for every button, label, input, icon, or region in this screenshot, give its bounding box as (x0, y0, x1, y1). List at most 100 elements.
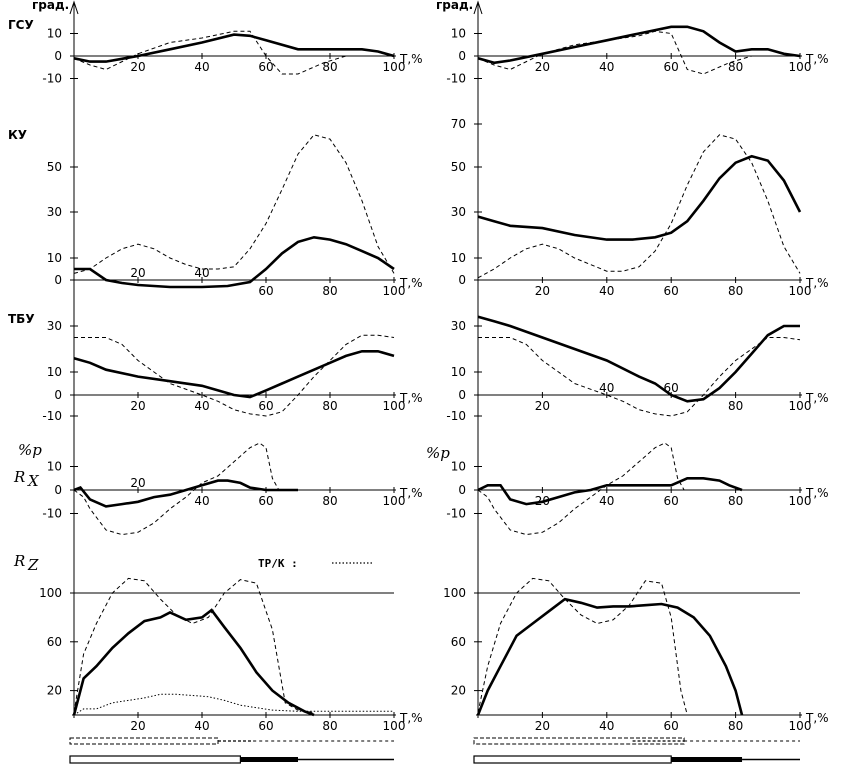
series-rz-right-dashed (477, 577, 688, 716)
x-axis-label-ku-left: T,% (399, 276, 423, 290)
y-tick-label-tbu-right-10: 10 (451, 365, 466, 379)
x-inline-label-rx-left-20: 20 (130, 476, 145, 490)
panel-label-tbu: ТБУ (8, 312, 35, 326)
y-tick-label-ku-left-0: 0 (54, 273, 62, 287)
y-tick-label-tbu-right--10: -10 (446, 409, 466, 423)
x-inline-label-tbu-right-40: 40 (599, 381, 614, 395)
x-axis-label-gsu-left: T,% (399, 52, 423, 66)
y-tick-label-rz-right-100: 100 (443, 586, 466, 600)
phase-solid-bar-right (671, 757, 743, 762)
phase-solid-bar-left (240, 757, 298, 762)
y-tick-label-rx-right-0: 0 (458, 483, 466, 497)
series-rz-left-dotted (73, 693, 394, 716)
x-tick-label-rz-right-40: 40 (599, 719, 614, 733)
y-tick-label-ku-left-10: 10 (47, 251, 62, 265)
x-tick-label-rx-left-40: 40 (194, 494, 209, 508)
x-tick-label-tbu-left-80: 80 (322, 399, 337, 413)
x-inline-label-ku-left-40: 40 (194, 266, 209, 280)
panel-label-rx: R (13, 468, 25, 486)
x-tick-label-tbu-right-20: 20 (535, 399, 550, 413)
series-rx-right-solid (477, 476, 743, 506)
x-tick-label-tbu-left-40: 40 (194, 399, 209, 413)
x-tick-label-ku-right-20: 20 (535, 284, 550, 298)
y-tick-label-ku-right-0: 0 (458, 273, 466, 287)
y-tick-label-tbu-right-30: 30 (451, 319, 466, 333)
y-tick-label-ku-right-70: 70 (451, 117, 466, 131)
panel-label-rz: R (13, 552, 25, 570)
x-tick-label-gsu-right-40: 40 (599, 60, 614, 74)
x-tick-label-rx-right-60: 60 (664, 494, 679, 508)
phase-dashed-box-left (69, 737, 219, 745)
x-tick-label-gsu-left-20: 20 (130, 60, 145, 74)
series-tbu-right-dashed (478, 337, 801, 417)
x-tick-label-rx-left-100: 100 (383, 494, 406, 508)
series-gsu-right-dashed (477, 30, 800, 75)
x-tick-label-rz-left-80: 80 (322, 719, 337, 733)
series-rz-right-solid (476, 597, 744, 716)
series-gsu-right-solid (477, 25, 801, 65)
legend-label: ТР/К : (258, 557, 298, 570)
x-tick-label-rz-left-60: 60 (258, 719, 273, 733)
panel-label-ku: КУ (8, 128, 27, 142)
series-ku-left-dashed (73, 134, 395, 274)
y-tick-label-tbu-left-0: 0 (54, 388, 62, 402)
x-tick-label-tbu-right-80: 80 (728, 399, 743, 413)
phase-hollow-bar-right (473, 755, 672, 764)
series-ku-left-solid (74, 235, 395, 289)
phase-hollow-bar-left (69, 755, 241, 764)
x-tick-label-tbu-right-100: 100 (789, 399, 812, 413)
series-tbu-right-solid (477, 315, 800, 403)
series-rx-right-dashed (477, 442, 685, 536)
y-axis-arrow-right (473, 0, 483, 15)
x-axis-label-tbu-left: T,% (399, 391, 423, 405)
y-tick-label-rz-right-60: 60 (451, 635, 466, 649)
y-tick-label-rx-right--10: -10 (446, 507, 466, 521)
panel-label-rx-index: X (27, 472, 40, 490)
x-axis-label-tbu-right: T,% (805, 391, 829, 405)
x-tick-label-gsu-right-60: 60 (664, 60, 679, 74)
series-gsu-left-solid (73, 33, 395, 63)
panel-label-rx-percent-right: %p (426, 444, 450, 462)
x-tick-label-tbu-left-20: 20 (130, 399, 145, 413)
x-inline-label-ku-left-20: 20 (130, 266, 145, 280)
x-tick-label-gsu-right-20: 20 (535, 60, 550, 74)
y-tick-label-gsu-right--10: -10 (446, 72, 466, 86)
x-tick-label-tbu-left-100: 100 (383, 399, 406, 413)
x-tick-label-gsu-left-60: 60 (258, 60, 273, 74)
series-ku-right-dashed (477, 134, 801, 279)
unit-label-right: град. (436, 0, 473, 12)
x-tick-label-ku-right-80: 80 (728, 284, 743, 298)
y-tick-label-gsu-left-10: 10 (47, 27, 62, 41)
y-tick-label-ku-left-50: 50 (47, 160, 62, 174)
series-rx-left-dashed (73, 442, 280, 536)
y-tick-label-rx-left-10: 10 (47, 460, 62, 474)
unit-label-left: град. (32, 0, 69, 12)
x-tick-label-gsu-left-100: 100 (383, 60, 406, 74)
x-axis-label-rz-right: T,% (805, 711, 829, 725)
x-tick-label-gsu-left-40: 40 (194, 60, 209, 74)
panel-label-rz-index: Z (27, 556, 39, 574)
x-tick-label-rz-right-100: 100 (789, 719, 812, 733)
panel-label-rx-percent-left: %p (18, 441, 42, 459)
x-tick-label-rz-left-20: 20 (130, 719, 145, 733)
series-ku-right-solid (477, 154, 802, 241)
x-tick-label-rz-right-20: 20 (535, 719, 550, 733)
y-tick-label-gsu-left--10: -10 (42, 72, 62, 86)
x-tick-label-ku-right-100: 100 (789, 284, 812, 298)
y-tick-label-rx-left-0: 0 (54, 483, 62, 497)
x-axis-label-ku-right: T,% (805, 276, 829, 290)
series-tbu-left-solid (73, 349, 395, 399)
x-axis-label-rx-left: T,% (399, 486, 423, 500)
x-tick-label-ku-left-60: 60 (258, 284, 273, 298)
x-axis-label-rz-left: T,% (399, 711, 423, 725)
y-tick-label-tbu-right-0: 0 (458, 388, 466, 402)
x-tick-label-rz-right-60: 60 (664, 719, 679, 733)
x-tick-label-ku-left-80: 80 (322, 284, 337, 298)
x-axis-label-gsu-right: T,% (805, 52, 829, 66)
series-gsu-left-dashed (73, 30, 394, 75)
x-tick-label-ku-left-100: 100 (383, 284, 406, 298)
x-tick-label-gsu-left-80: 80 (322, 60, 337, 74)
x-tick-label-rz-left-100: 100 (383, 719, 406, 733)
x-tick-label-rx-left-60: 60 (258, 494, 273, 508)
y-tick-label-rx-right-10: 10 (451, 460, 466, 474)
